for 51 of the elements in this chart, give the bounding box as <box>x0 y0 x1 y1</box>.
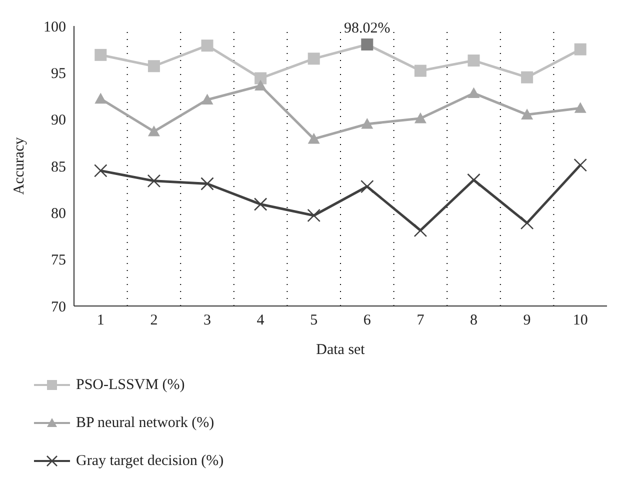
point <box>254 80 267 91</box>
point <box>148 125 160 136</box>
x-tick-label: 1 <box>96 312 104 329</box>
point <box>574 158 587 172</box>
x-axis-title: Data set <box>316 342 366 358</box>
legend-label: PSO-LSSVM (%) <box>76 376 185 394</box>
legend-label: BP neural network (%) <box>76 414 214 432</box>
point <box>148 60 160 72</box>
y-tick-label: 75 <box>51 252 66 269</box>
x-tick-label: 3 <box>204 312 211 329</box>
point <box>307 208 320 222</box>
point <box>468 87 480 98</box>
data-label: 98.02% <box>344 20 390 36</box>
y-tick-label: 95 <box>51 66 66 82</box>
y-tick-label: 85 <box>51 159 66 176</box>
x-tick-label: 7 <box>416 312 425 329</box>
point <box>254 72 267 84</box>
point <box>94 92 107 104</box>
y-tick-label: 70 <box>51 299 66 316</box>
point <box>521 71 534 84</box>
y-tick-label: 80 <box>51 206 66 222</box>
point <box>361 38 374 50</box>
x-tick-label: 8 <box>470 312 478 329</box>
point <box>467 173 480 187</box>
y-tick-label: 90 <box>51 112 66 129</box>
point <box>254 198 268 211</box>
point <box>574 102 586 113</box>
point <box>468 54 480 67</box>
point <box>201 94 214 105</box>
point <box>308 132 320 144</box>
point <box>574 43 586 56</box>
point <box>414 64 426 77</box>
point <box>521 108 534 120</box>
x-tick-label: 5 <box>310 312 318 329</box>
y-tick-label: 100 <box>44 19 66 36</box>
x-tick-label: 6 <box>363 312 372 329</box>
point <box>361 118 374 129</box>
x-tick-label: 9 <box>523 312 531 329</box>
point <box>201 40 214 52</box>
legend-label: Gray target decision (%) <box>76 452 224 470</box>
x-tick-label: 10 <box>572 312 588 329</box>
point <box>414 112 426 124</box>
x-tick-label: 4 <box>256 312 265 329</box>
point <box>308 52 320 65</box>
point <box>360 180 374 194</box>
point <box>200 177 214 190</box>
point <box>147 174 161 188</box>
x-tick-label: 2 <box>150 312 158 329</box>
y-axis-title: Accuracy <box>11 136 28 195</box>
point <box>94 48 107 61</box>
point <box>94 164 108 178</box>
